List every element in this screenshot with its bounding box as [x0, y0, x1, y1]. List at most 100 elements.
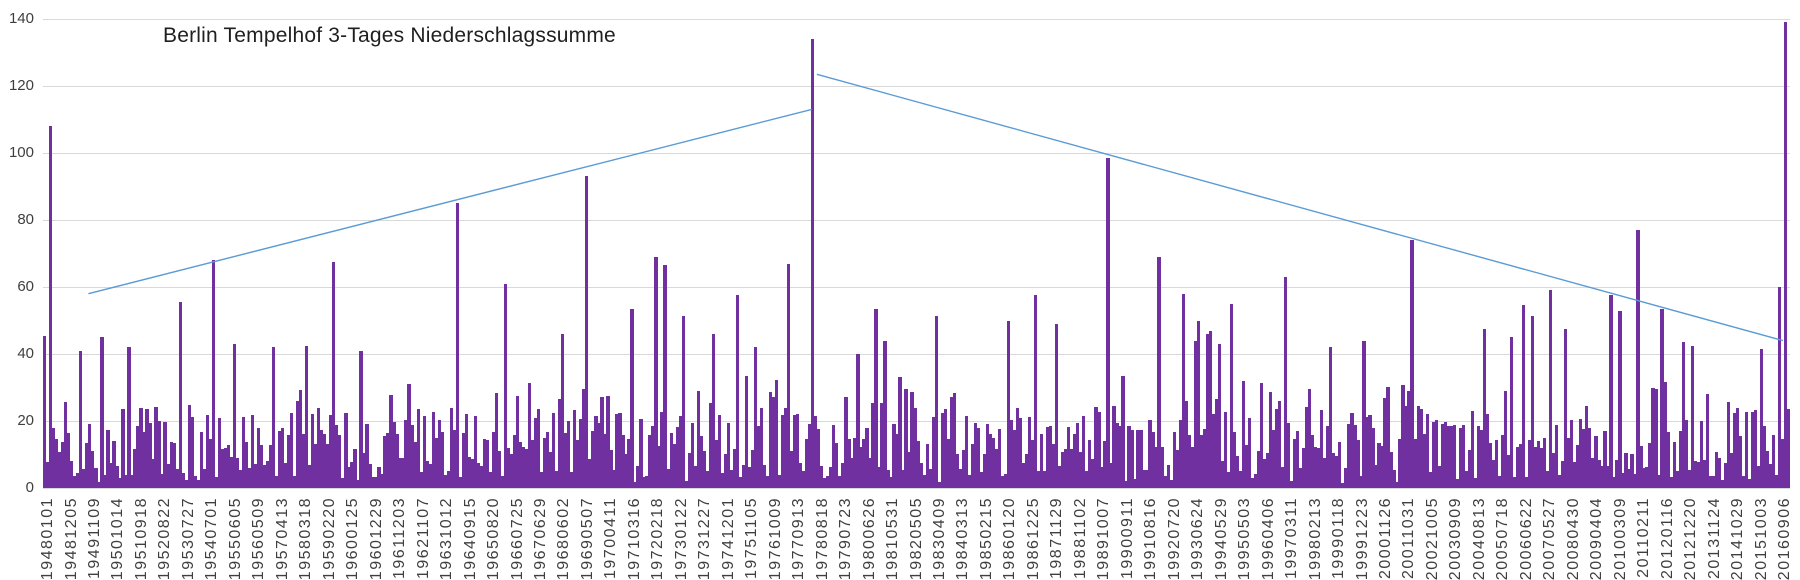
bar: [997, 429, 1002, 488]
bar: [898, 376, 902, 488]
bar: [347, 467, 351, 488]
bar: [1579, 418, 1583, 488]
bar: [422, 416, 426, 488]
bar: [591, 431, 595, 488]
bar: [1329, 347, 1333, 488]
bar: [1094, 406, 1098, 488]
bar: [1407, 391, 1411, 488]
bar: [1777, 287, 1782, 488]
bar: [732, 448, 737, 488]
bar: [536, 408, 541, 488]
bar: [1021, 463, 1026, 488]
bar: [190, 417, 194, 488]
bar: [1744, 411, 1749, 488]
bar: [579, 418, 583, 488]
bar: [835, 443, 839, 488]
bar: [274, 476, 279, 488]
bar: [1753, 410, 1758, 488]
bar: [1455, 478, 1459, 488]
bar: [811, 39, 815, 488]
bar: [226, 444, 231, 488]
bar: [1648, 443, 1652, 488]
bar: [133, 449, 137, 488]
bar: [1540, 448, 1544, 488]
bar: [1015, 408, 1020, 488]
x-tick-label: 19850215: [977, 497, 995, 580]
bar: [43, 335, 47, 488]
bar: [1311, 435, 1315, 488]
x-tick-label: 19860120: [1001, 497, 1019, 580]
bar: [1729, 453, 1734, 488]
bar: [1190, 446, 1194, 488]
bar: [1386, 386, 1390, 488]
bar: [1226, 472, 1231, 488]
bar: [678, 415, 682, 488]
bar: [759, 407, 764, 488]
x-tick-label: 19491109: [85, 497, 103, 579]
bar: [1103, 441, 1107, 488]
x-tick-label: 19570413: [273, 497, 291, 580]
x-tick-label: 19830409: [931, 497, 948, 580]
bar: [1178, 419, 1182, 488]
bar: [1380, 445, 1384, 488]
bar: [1398, 439, 1402, 488]
bar: [262, 465, 267, 488]
bar: [1681, 342, 1685, 488]
bar: [844, 396, 848, 488]
bar: [79, 350, 83, 488]
bar: [1314, 447, 1318, 488]
bar: [1286, 422, 1291, 488]
bar: [976, 428, 981, 488]
bar: [109, 462, 113, 488]
bar: [467, 456, 471, 488]
bar: [1082, 415, 1086, 488]
bar: [386, 432, 390, 488]
bar: [127, 347, 131, 488]
bar: [1600, 466, 1604, 488]
bar: [1305, 406, 1309, 488]
bar: [1262, 459, 1267, 488]
y-tick-label: 40: [17, 345, 34, 362]
bar: [332, 261, 336, 488]
bar: [1202, 429, 1206, 488]
x-tick-label: 20060622: [1517, 497, 1535, 580]
bar: [937, 482, 941, 488]
bar: [1371, 428, 1375, 488]
bar: [1732, 412, 1737, 488]
bar: [440, 432, 444, 488]
bar: [1594, 436, 1598, 488]
bar: [1747, 478, 1752, 488]
bar: [555, 470, 559, 488]
bar: [684, 481, 688, 488]
x-tick-label: 19770913: [790, 497, 808, 580]
bar: [802, 470, 806, 488]
bar: [277, 430, 282, 488]
x-tick-label: 20120116: [1658, 497, 1676, 579]
x-tick-label: 20050718: [1494, 497, 1512, 580]
bar: [1419, 409, 1423, 488]
x-tick-label: 19480101: [39, 497, 56, 580]
bar: [913, 407, 917, 488]
bar: [431, 412, 435, 488]
bar: [777, 475, 782, 488]
bar: [651, 425, 655, 488]
bar: [311, 413, 315, 488]
bar: [404, 419, 408, 488]
bar: [1678, 430, 1682, 488]
bar: [654, 256, 658, 488]
bar: [1012, 429, 1017, 488]
bar: [1582, 428, 1586, 488]
bar: [250, 414, 255, 488]
bar: [515, 396, 520, 488]
bar: [1627, 468, 1631, 488]
x-tick-label: 19631012: [438, 497, 455, 580]
bar: [1597, 459, 1601, 488]
bar: [1296, 431, 1300, 488]
bar: [500, 475, 505, 488]
bar: [1106, 158, 1110, 488]
bar: [539, 471, 544, 488]
bar: [1253, 474, 1258, 488]
bar: [1223, 412, 1228, 488]
bar: [1136, 429, 1140, 488]
bar: [621, 435, 625, 488]
